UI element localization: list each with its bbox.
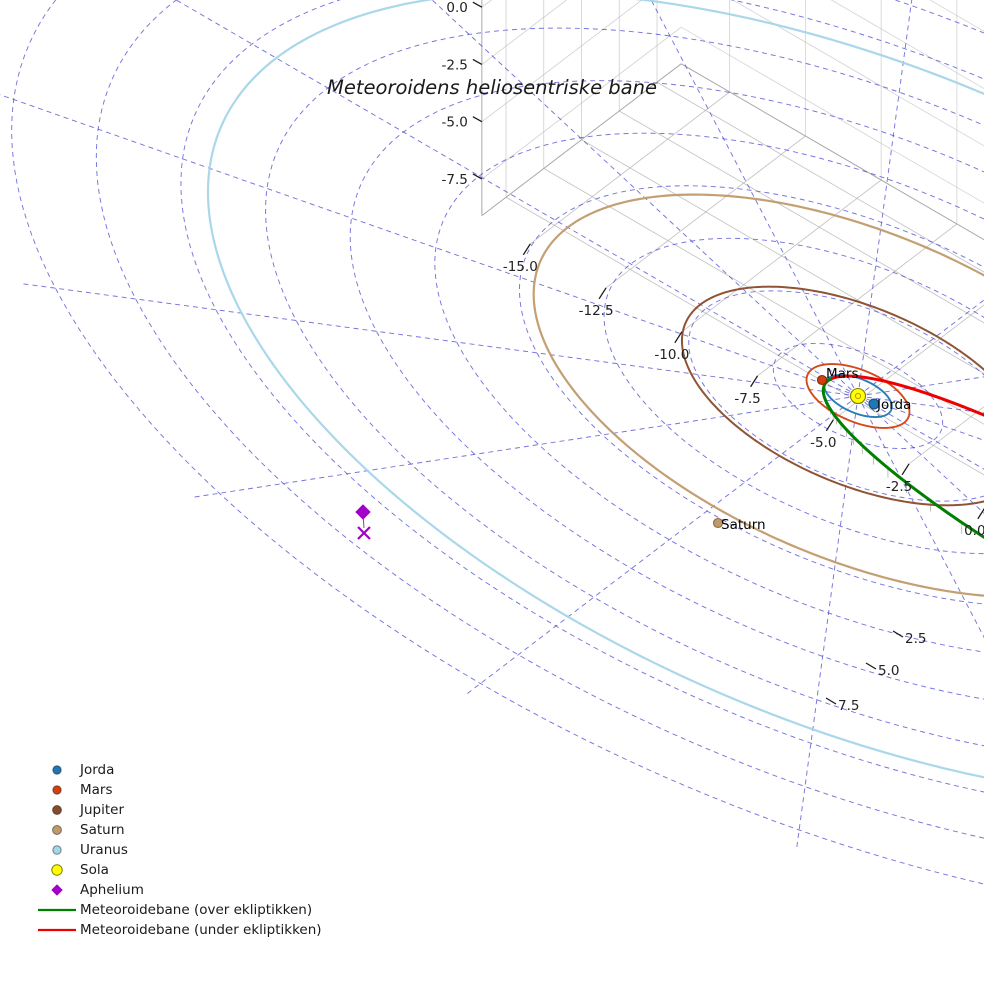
legend-label: Jorda bbox=[79, 762, 114, 778]
legend-label: Meteoroidebane (under ekliptikken) bbox=[80, 922, 322, 938]
meteoroid-above-ecliptic bbox=[821, 377, 984, 540]
orbit-mars bbox=[805, 363, 911, 429]
legend-item-aphelium[interactable]: Aphelium bbox=[51, 882, 144, 898]
legend-label: Sola bbox=[80, 862, 109, 878]
legend-marker-dot bbox=[52, 785, 62, 795]
z-tick-label-right: 5.0 bbox=[878, 663, 899, 679]
aphelion-projection-x bbox=[357, 526, 371, 540]
legend-label: Uranus bbox=[80, 842, 128, 858]
x-tick-label: -12.5 bbox=[579, 303, 614, 319]
body-saturn bbox=[712, 517, 724, 529]
page-title: Meteoroidens heliosentriske bane bbox=[327, 76, 657, 99]
meteoroid-orbit bbox=[821, 374, 984, 540]
sun-core bbox=[854, 392, 862, 400]
legend-marker-dot bbox=[52, 765, 62, 775]
orbit-jorda bbox=[823, 374, 893, 418]
x-tick-label: 0.0 bbox=[964, 523, 984, 539]
legend-label: Aphelium bbox=[80, 882, 144, 898]
orbit-uranus bbox=[206, 0, 984, 779]
z-tick-label-right: 2.5 bbox=[905, 631, 926, 647]
body-sola bbox=[849, 387, 867, 405]
x-tick-label: -10.0 bbox=[654, 347, 689, 363]
x-tick-label: -15.0 bbox=[503, 259, 538, 275]
body-mars bbox=[816, 374, 828, 386]
jorda-label: Jorda bbox=[876, 397, 911, 413]
legend-item-meteoroidebane[interactable]: Meteoroidebane (over ekliptikken) bbox=[38, 902, 312, 918]
legend-item-saturn[interactable]: Saturn bbox=[52, 822, 125, 838]
legend-marker-dot bbox=[52, 825, 62, 835]
z-tick-label: -5.0 bbox=[442, 115, 468, 131]
legend-item-meteoroidebane[interactable]: Meteoroidebane (under ekliptikken) bbox=[38, 922, 322, 938]
x-tick-label: -7.5 bbox=[734, 391, 760, 407]
z-tick-label: -2.5 bbox=[442, 57, 468, 73]
legend-item-jorda[interactable]: Jorda bbox=[52, 762, 115, 778]
x-tick-label: -5.0 bbox=[810, 435, 836, 451]
legend-item-mars[interactable]: Mars bbox=[52, 782, 113, 798]
body-jorda bbox=[868, 398, 880, 410]
orbit-jupiter bbox=[680, 285, 984, 507]
orbit-saturn bbox=[532, 193, 984, 597]
mars-label: Mars bbox=[826, 366, 859, 382]
legend-marker-dot bbox=[51, 864, 63, 876]
meteoroid-below-ecliptic bbox=[828, 374, 984, 417]
z-tick-label-right: 7.5 bbox=[838, 698, 859, 714]
legend-item-uranus[interactable]: Uranus bbox=[52, 842, 128, 858]
axis-panes bbox=[481, 0, 984, 476]
planet-orbits bbox=[206, 0, 984, 779]
legend-item-sola[interactable]: Sola bbox=[51, 862, 109, 878]
legend-label: Jupiter bbox=[79, 802, 124, 818]
axis-ticks: 10.07.55.02.50.0-2.5-5.0-7.5-15.0-12.5-1… bbox=[442, 0, 984, 714]
body-labels: Mars Jorda Saturn bbox=[721, 366, 911, 533]
legend-item-jupiter[interactable]: Jupiter bbox=[52, 802, 125, 818]
legend-label: Saturn bbox=[80, 822, 125, 838]
saturn-label: Saturn bbox=[721, 517, 766, 533]
solar-bodies bbox=[712, 374, 880, 529]
legend-label: Mars bbox=[80, 782, 113, 798]
z-tick-label: 0.0 bbox=[446, 0, 467, 16]
legend[interactable]: Jorda Mars Jupiter Saturn Uranus Sola Aphelium… bbox=[38, 762, 322, 938]
x-tick-label: -2.5 bbox=[886, 479, 912, 495]
legend-marker-dot bbox=[52, 805, 62, 815]
legend-marker-dot bbox=[52, 845, 62, 855]
aphelion-marker bbox=[355, 504, 371, 540]
legend-marker-diamond bbox=[51, 884, 63, 896]
legend-label: Meteoroidebane (over ekliptikken) bbox=[80, 902, 312, 918]
aphelion-diamond bbox=[355, 504, 371, 520]
z-tick-label: -7.5 bbox=[442, 172, 468, 188]
polar-grid bbox=[0, 0, 984, 885]
